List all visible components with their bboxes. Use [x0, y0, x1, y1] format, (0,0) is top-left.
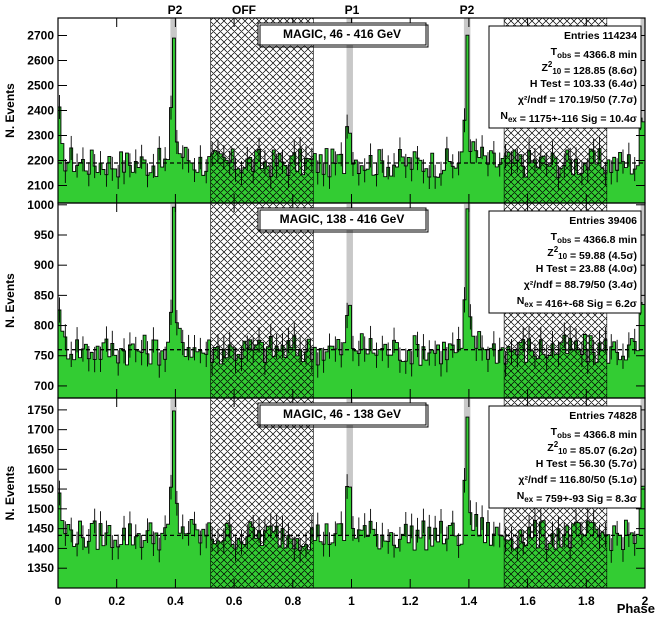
background-region	[210, 18, 314, 203]
stats-line: Entries 74828	[569, 410, 637, 422]
region-label-p2-left: P2	[168, 3, 183, 17]
x-tick-label: 1.2	[402, 594, 419, 608]
panel-title-box: MAGIC, 138 - 416 GeV	[257, 207, 429, 233]
stats-line: Z210 = 59.88 (4.5σ)	[547, 245, 637, 262]
y-tick-label: 1750	[27, 403, 54, 417]
x-tick-label: 1.8	[578, 594, 595, 608]
y-tick-label: 1600	[27, 462, 54, 476]
y-tick-label: 1550	[27, 482, 54, 496]
x-tick-label: 0.2	[108, 594, 125, 608]
y-tick-label: 1650	[27, 442, 54, 456]
y-tick-label: 2100	[27, 179, 54, 193]
y-tick-label: 2500	[27, 79, 54, 93]
stats-line: Nex = 1175+-116 Sig = 10.4σ	[500, 110, 637, 125]
background-region	[210, 203, 314, 398]
stats-line: H Test = 103.33 (6.4σ)	[530, 78, 637, 90]
panel-title-box: MAGIC, 46 - 138 GeV	[257, 402, 429, 428]
x-tick-label: 0.8	[284, 594, 301, 608]
y-tick-label: 1700	[27, 423, 54, 437]
y-tick-label: 2600	[27, 54, 54, 68]
x-axis-title: Phase	[617, 601, 655, 616]
x-tick-label: 2	[642, 594, 649, 608]
y-tick-label: 2400	[27, 104, 54, 118]
signal-band	[346, 203, 353, 398]
y-tick-label: 700	[34, 379, 54, 393]
stats-line: Tobs = 4366.8 min	[551, 46, 637, 61]
signal-band	[346, 18, 353, 203]
stats-line: Tobs = 4366.8 min	[551, 231, 637, 246]
y-tick-label: 750	[34, 349, 54, 363]
panel-3: 1350 1400 1450 1500 1550 1600 1650 1700 1750 0 0.2…	[3, 397, 649, 608]
x-tick-label: 0.4	[167, 594, 184, 608]
x-tick-label: 1.6	[519, 594, 536, 608]
region-label-off: OFF	[232, 3, 256, 17]
y-tick-label: 1400	[27, 541, 54, 555]
y-tick-label: 1500	[27, 502, 54, 516]
x-tick-label: 0	[55, 594, 62, 608]
y-tick-label: 1350	[27, 561, 54, 575]
y-tick-label: 2700	[27, 29, 54, 43]
y-axis-title: N. Events	[3, 83, 17, 138]
stats-line: Entries 39406	[569, 215, 637, 227]
x-tick-label: 1	[348, 594, 355, 608]
panel-1: 2100 2200 2300 2400 2500 2600 2700 N. Events MAG…	[3, 17, 646, 204]
region-label-p2-right: P2	[460, 3, 475, 17]
x-tick-label: 0.6	[226, 594, 243, 608]
background-region	[210, 398, 314, 588]
panel-title: MAGIC, 138 - 416 GeV	[280, 212, 405, 226]
y-tick-label: 950	[34, 228, 54, 242]
region-label-p1: P1	[345, 3, 360, 17]
panel-title-box: MAGIC, 46 - 416 GeV	[257, 22, 429, 48]
x-tick-label: 1.4	[461, 594, 478, 608]
y-tick-label: 800	[34, 319, 54, 333]
stats-line: Nex = 416+-68 Sig = 6.2σ	[517, 295, 637, 310]
panel-title: MAGIC, 46 - 416 GeV	[283, 27, 401, 41]
stats-line: Z210 = 128.85 (8.6σ)	[541, 60, 637, 77]
stats-line: H Test = 23.88 (4.0σ)	[536, 263, 637, 275]
y-tick-label: 850	[34, 288, 54, 302]
y-axis-title: N. Events	[3, 273, 17, 328]
panel-title: MAGIC, 46 - 138 GeV	[283, 407, 401, 421]
y-tick-label: 2200	[27, 154, 54, 168]
stats-line: χ²/ndf = 170.19/50 (7.7σ)	[518, 94, 637, 106]
stats-line: H Test = 56.30 (5.7σ)	[536, 458, 637, 470]
y-tick-label: 1000	[27, 198, 54, 212]
stats-line: Z210 = 85.07 (6.2σ)	[547, 440, 637, 457]
stats-line: Nex = 759+-93 Sig = 8.3σ	[517, 490, 637, 505]
y-tick-label: 1450	[27, 522, 54, 536]
stats-line: χ²/ndf = 116.80/50 (5.1σ)	[518, 474, 637, 486]
y-axis-title: N. Events	[3, 465, 17, 520]
signal-band	[640, 203, 645, 398]
y-tick-label: 2300	[27, 129, 54, 143]
y-tick-label: 900	[34, 258, 54, 272]
stats-line: Entries 114234	[564, 30, 637, 42]
panel-2: 700 750 800 850 900 950 1000 N. Events MAGIC, 13…	[3, 198, 646, 399]
stats-line: χ²/ndf = 88.79/50 (3.4σ)	[524, 279, 637, 291]
stats-line: Tobs = 4366.8 min	[551, 426, 637, 441]
